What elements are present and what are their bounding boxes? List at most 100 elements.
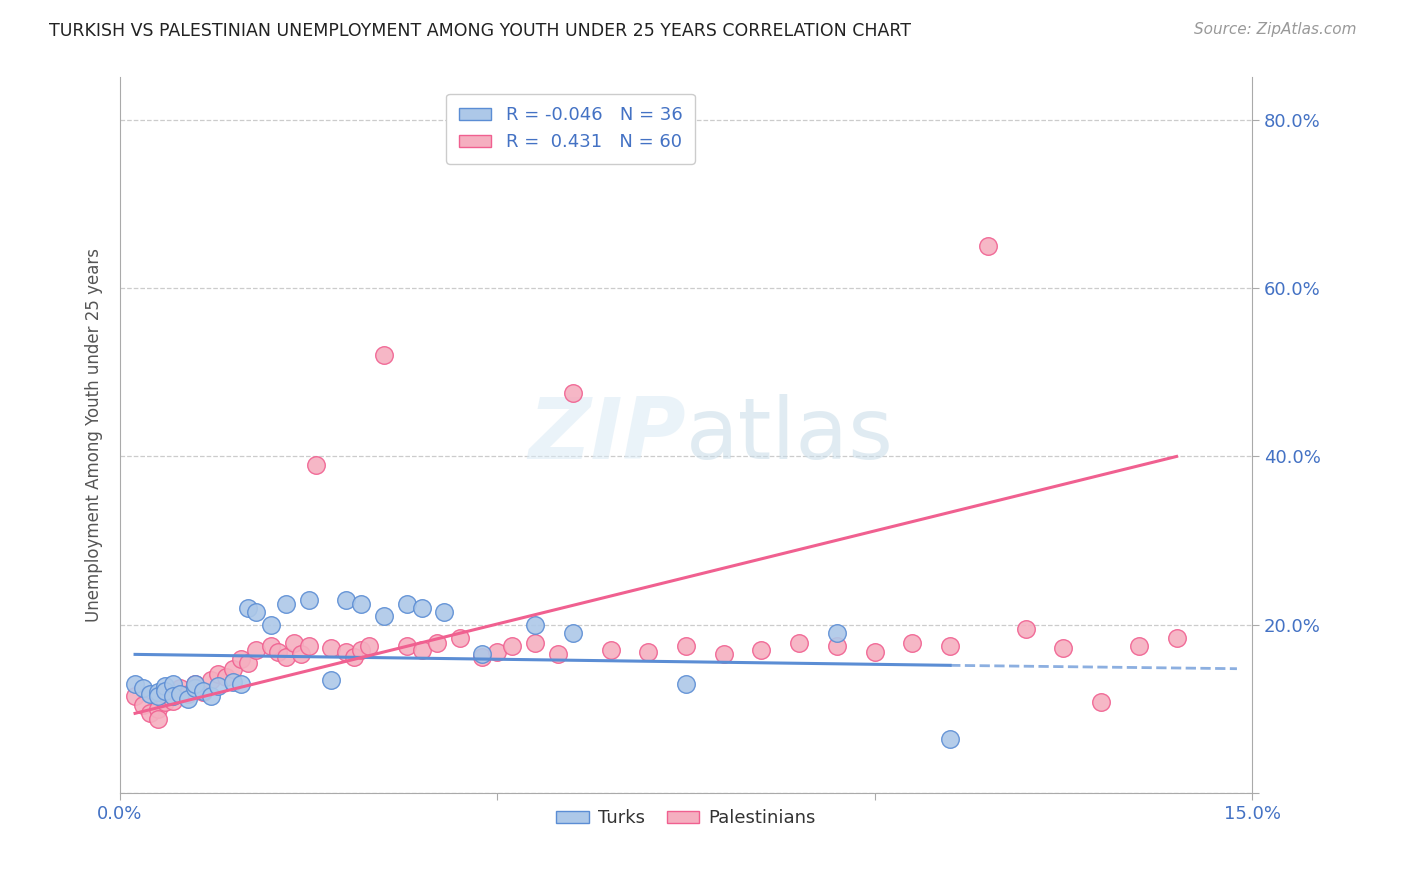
Point	[321, 673, 343, 687]
Point	[214, 670, 236, 684]
Point	[222, 662, 245, 676]
Point	[751, 643, 773, 657]
Point	[139, 706, 162, 721]
Point	[335, 592, 357, 607]
Point	[283, 636, 305, 650]
Point	[207, 679, 229, 693]
Point	[184, 677, 207, 691]
Point	[260, 639, 283, 653]
Point	[162, 690, 184, 704]
Point	[335, 645, 357, 659]
Point	[267, 645, 290, 659]
Point	[184, 681, 207, 695]
Point	[977, 239, 1000, 253]
Point	[939, 639, 962, 653]
Point	[222, 675, 245, 690]
Point	[146, 690, 169, 704]
Point	[343, 649, 366, 664]
Point	[177, 687, 200, 701]
Point	[901, 636, 924, 650]
Text: ZIP: ZIP	[529, 394, 686, 477]
Point	[825, 639, 848, 653]
Point	[863, 645, 886, 659]
Point	[561, 386, 583, 401]
Point	[486, 645, 509, 659]
Point	[524, 636, 547, 650]
Point	[260, 618, 283, 632]
Point	[245, 605, 267, 619]
Point	[274, 597, 297, 611]
Point	[524, 618, 547, 632]
Point	[357, 639, 380, 653]
Point	[229, 651, 252, 665]
Point	[229, 677, 252, 691]
Point	[675, 677, 697, 691]
Point	[471, 648, 494, 662]
Point	[155, 687, 177, 701]
Point	[162, 694, 184, 708]
Point	[169, 687, 191, 701]
Point	[169, 681, 191, 695]
Point	[139, 687, 162, 701]
Point	[238, 656, 260, 670]
Point	[245, 643, 267, 657]
Point	[449, 631, 471, 645]
Point	[713, 648, 735, 662]
Point	[1166, 631, 1188, 645]
Point	[321, 641, 343, 656]
Point	[274, 649, 297, 664]
Point	[350, 643, 373, 657]
Point	[1014, 622, 1036, 636]
Point	[373, 348, 395, 362]
Point	[825, 626, 848, 640]
Point	[131, 681, 153, 695]
Point	[411, 601, 433, 615]
Point	[305, 458, 328, 472]
Point	[177, 692, 200, 706]
Point	[939, 731, 962, 746]
Point	[298, 639, 321, 653]
Point	[207, 666, 229, 681]
Point	[547, 648, 569, 662]
Point	[146, 702, 169, 716]
Point	[373, 609, 395, 624]
Text: TURKISH VS PALESTINIAN UNEMPLOYMENT AMONG YOUTH UNDER 25 YEARS CORRELATION CHART: TURKISH VS PALESTINIAN UNEMPLOYMENT AMON…	[49, 22, 911, 40]
Point	[1052, 641, 1074, 656]
Point	[191, 685, 214, 699]
Point	[191, 683, 214, 698]
Point	[146, 685, 169, 699]
Point	[298, 592, 321, 607]
Point	[411, 643, 433, 657]
Y-axis label: Unemployment Among Youth under 25 years: Unemployment Among Youth under 25 years	[86, 248, 103, 623]
Point	[599, 643, 621, 657]
Point	[162, 677, 184, 691]
Point	[184, 681, 207, 695]
Point	[238, 601, 260, 615]
Point	[471, 649, 494, 664]
Point	[1128, 639, 1150, 653]
Point	[155, 679, 177, 693]
Text: Source: ZipAtlas.com: Source: ZipAtlas.com	[1194, 22, 1357, 37]
Point	[155, 683, 177, 698]
Text: atlas: atlas	[686, 394, 894, 477]
Point	[200, 690, 222, 704]
Point	[1090, 695, 1112, 709]
Point	[290, 648, 312, 662]
Point	[124, 677, 146, 691]
Point	[200, 673, 222, 687]
Point	[426, 636, 449, 650]
Point	[184, 677, 207, 691]
Point	[395, 639, 418, 653]
Legend: Turks, Palestinians: Turks, Palestinians	[550, 802, 823, 834]
Point	[162, 690, 184, 704]
Point	[675, 639, 697, 653]
Point	[637, 645, 659, 659]
Point	[501, 639, 523, 653]
Point	[131, 698, 153, 712]
Point	[124, 690, 146, 704]
Point	[395, 597, 418, 611]
Point	[155, 695, 177, 709]
Point	[561, 626, 583, 640]
Point	[433, 605, 456, 619]
Point	[787, 636, 810, 650]
